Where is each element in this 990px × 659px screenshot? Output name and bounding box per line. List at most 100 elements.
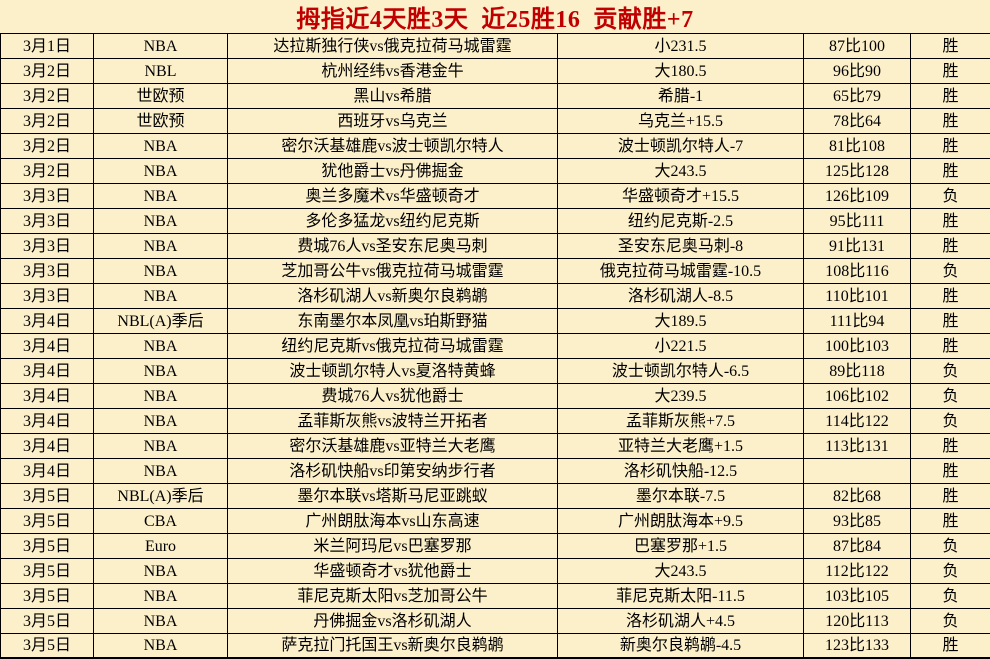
table-row: 3月4日 NBL(A)季后 东南墨尔本凤凰vs珀斯野猫 大189.5 111比9… [0,308,990,334]
match-cell: 多伦多猛龙vs纽约尼克斯 [227,208,558,234]
table-row: 3月5日 NBA 萨克拉门托国王vs新奥尔良鹈鹕 新奥尔良鹈鹕-4.5 123比… [0,633,990,659]
date-cell: 3月4日 [0,408,94,434]
date-cell: 3月4日 [0,458,94,484]
score-cell: 126比109 [803,183,911,209]
result-cell: 胜 [910,458,990,484]
match-cell: 东南墨尔本凤凰vs珀斯野猫 [227,308,558,334]
result-cell: 负 [910,183,990,209]
match-cell: 华盛顿奇才vs犹他爵士 [227,558,558,584]
league-cell: NBA [93,583,228,609]
table-row: 3月2日 NBA 犹他爵士vs丹佛掘金 大243.5 125比128 胜 [0,158,990,184]
score-cell: 106比102 [803,383,911,409]
date-cell: 3月4日 [0,433,94,459]
bet-cell: 亚特兰大老鹰+1.5 [557,433,804,459]
bet-cell: 大180.5 [557,58,804,84]
table-row: 3月2日 NBL 杭州经纬vs香港金牛 大180.5 96比90 胜 [0,58,990,84]
score-cell: 95比111 [803,208,911,234]
result-cell: 负 [910,558,990,584]
match-cell: 菲尼克斯太阳vs芝加哥公牛 [227,583,558,609]
table-row: 3月4日 NBA 费城76人vs犹他爵士 大239.5 106比102 负 [0,383,990,409]
result-cell: 胜 [910,283,990,309]
match-cell: 波士顿凯尔特人vs夏洛特黄蜂 [227,358,558,384]
bet-cell: 大243.5 [557,558,804,584]
result-cell: 胜 [910,633,990,659]
league-cell: NBA [93,208,228,234]
bet-cell: 菲尼克斯太阳-11.5 [557,583,804,609]
match-cell: 洛杉矶湖人vs新奥尔良鹈鹕 [227,283,558,309]
table-row: 3月4日 NBA 密尔沃基雄鹿vs亚特兰大老鹰 亚特兰大老鹰+1.5 113比1… [0,433,990,459]
result-cell: 胜 [910,508,990,534]
table-row: 3月4日 NBA 孟菲斯灰熊vs波特兰开拓者 孟菲斯灰熊+7.5 114比122… [0,408,990,434]
result-cell: 负 [910,358,990,384]
date-cell: 3月3日 [0,183,94,209]
score-cell: 100比103 [803,333,911,359]
bet-cell: 大239.5 [557,383,804,409]
bet-cell: 洛杉矶湖人+4.5 [557,608,804,634]
table-row: 3月3日 NBA 多伦多猛龙vs纽约尼克斯 纽约尼克斯-2.5 95比111 胜 [0,208,990,234]
bet-cell: 乌克兰+15.5 [557,108,804,134]
date-cell: 3月4日 [0,308,94,334]
result-cell: 胜 [910,58,990,84]
date-cell: 3月2日 [0,58,94,84]
results-table: 3月1日 NBA 达拉斯独行侠vs俄克拉荷马城雷霆 小231.5 87比100 … [0,33,990,659]
result-cell: 负 [910,408,990,434]
score-cell: 81比108 [803,133,911,159]
league-cell: NBA [93,383,228,409]
bet-cell: 小221.5 [557,333,804,359]
score-cell [803,458,911,484]
bet-cell: 纽约尼克斯-2.5 [557,208,804,234]
date-cell: 3月5日 [0,558,94,584]
result-cell: 负 [910,383,990,409]
date-cell: 3月5日 [0,508,94,534]
match-cell: 芝加哥公牛vs俄克拉荷马城雷霆 [227,258,558,284]
match-cell: 米兰阿玛尼vs巴塞罗那 [227,533,558,559]
score-cell: 108比116 [803,258,911,284]
bet-cell: 广州朗肽海本+9.5 [557,508,804,534]
bet-cell: 华盛顿奇才+15.5 [557,183,804,209]
table-row: 3月4日 NBA 纽约尼克斯vs俄克拉荷马城雷霆 小221.5 100比103 … [0,333,990,359]
match-cell: 费城76人vs犹他爵士 [227,383,558,409]
bet-cell: 洛杉矶快船-12.5 [557,458,804,484]
date-cell: 3月2日 [0,158,94,184]
league-cell: NBA [93,233,228,259]
match-cell: 达拉斯独行侠vs俄克拉荷马城雷霆 [227,33,558,59]
score-cell: 78比64 [803,108,911,134]
table-row: 3月2日 NBA 密尔沃基雄鹿vs波士顿凯尔特人 波士顿凯尔特人-7 81比10… [0,133,990,159]
page-title: 拇指近4天胜3天 近25胜16 贡献胜+7 [296,7,694,33]
table-body: 3月1日 NBA 达拉斯独行侠vs俄克拉荷马城雷霆 小231.5 87比100 … [0,33,990,659]
result-cell: 胜 [910,433,990,459]
match-cell: 西班牙vs乌克兰 [227,108,558,134]
table-row: 3月3日 NBA 芝加哥公牛vs俄克拉荷马城雷霆 俄克拉荷马城雷霆-10.5 1… [0,258,990,284]
league-cell: CBA [93,508,228,534]
date-cell: 3月5日 [0,583,94,609]
date-cell: 3月4日 [0,333,94,359]
match-cell: 洛杉矶快船vs印第安纳步行者 [227,458,558,484]
result-cell: 负 [910,608,990,634]
score-cell: 65比79 [803,83,911,109]
table-row: 3月3日 NBA 奥兰多魔术vs华盛顿奇才 华盛顿奇才+15.5 126比109… [0,183,990,209]
league-cell: NBL [93,58,228,84]
result-cell: 胜 [910,333,990,359]
score-cell: 103比105 [803,583,911,609]
score-cell: 87比100 [803,33,911,59]
bet-cell: 俄克拉荷马城雷霆-10.5 [557,258,804,284]
score-cell: 82比68 [803,483,911,509]
date-cell: 3月5日 [0,608,94,634]
result-cell: 胜 [910,233,990,259]
match-cell: 密尔沃基雄鹿vs亚特兰大老鹰 [227,433,558,459]
bet-cell: 墨尔本联-7.5 [557,483,804,509]
match-cell: 杭州经纬vs香港金牛 [227,58,558,84]
league-cell: 世欧预 [93,108,228,134]
league-cell: NBA [93,258,228,284]
table-row: 3月5日 NBA 华盛顿奇才vs犹他爵士 大243.5 112比122 负 [0,558,990,584]
league-cell: NBL(A)季后 [93,308,228,334]
date-cell: 3月1日 [0,33,94,59]
bet-cell: 圣安东尼奥马刺-8 [557,233,804,259]
result-cell: 胜 [910,133,990,159]
result-cell: 胜 [910,33,990,59]
date-cell: 3月5日 [0,633,94,659]
match-cell: 孟菲斯灰熊vs波特兰开拓者 [227,408,558,434]
league-cell: NBA [93,608,228,634]
match-cell: 丹佛掘金vs洛杉矶湖人 [227,608,558,634]
bet-cell: 洛杉矶湖人-8.5 [557,283,804,309]
